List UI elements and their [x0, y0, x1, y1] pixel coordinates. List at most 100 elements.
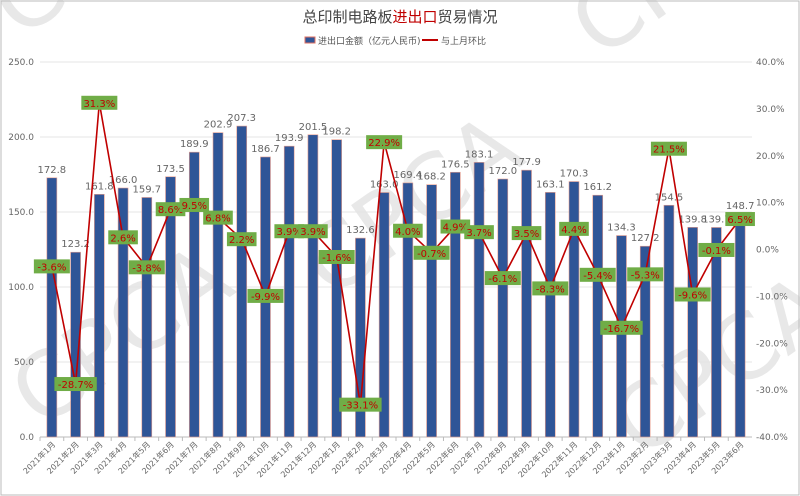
bar-value-label: 168.2: [417, 172, 446, 183]
right-tick-label: 10.0%: [756, 199, 785, 209]
mom-label-bg: [81, 95, 118, 110]
mom-label: -33.1%: [343, 401, 378, 412]
watermark: CPCA: [0, 0, 230, 58]
bar-value-label: 198.2: [322, 127, 351, 138]
mom-label: 2.2%: [229, 235, 254, 246]
mom-label-bg: [54, 377, 97, 392]
mom-label-bg: [511, 226, 542, 241]
bar: [236, 125, 248, 438]
bar-value-label: 177.9: [512, 157, 541, 168]
mom-label: 3.9%: [300, 227, 325, 238]
mom-label-bg: [698, 242, 735, 257]
mom-label: 4.9%: [443, 223, 468, 234]
left-tick-label: 250.0: [8, 58, 34, 68]
bar: [117, 187, 129, 438]
bar-value-label: 154.5: [655, 192, 684, 203]
mom-label-bg: [108, 230, 138, 245]
bar: [521, 169, 532, 438]
right-tick-label: -20.0%: [756, 339, 788, 349]
bar-value-label: 161.2: [583, 182, 612, 193]
mom-label-bg: [203, 210, 233, 225]
bar: [687, 227, 698, 438]
legend-bar-label: 进出口金额（亿元人民币): [318, 35, 421, 47]
mom-label-bg: [179, 197, 210, 212]
mom-label: 6.8%: [205, 214, 230, 225]
bar: [473, 162, 485, 438]
mom-label-bg: [725, 212, 755, 227]
right-tick-label: -10.0%: [756, 292, 788, 302]
mom-label: 21.5%: [653, 145, 685, 156]
bar: [616, 235, 627, 438]
bar: [497, 178, 509, 438]
mom-label: -3.6%: [37, 262, 66, 273]
mom-label-bg: [33, 259, 70, 274]
bar-value-label: 161.8: [85, 181, 114, 192]
right-tick-label: -30.0%: [756, 386, 788, 396]
bar: [165, 176, 176, 438]
mom-label: 6.5%: [727, 215, 752, 226]
left-tick-label: 200.0: [8, 133, 34, 143]
bar-value-label: 172.8: [38, 165, 67, 176]
bar: [734, 213, 746, 438]
bar-value-label: 183.1: [465, 149, 494, 160]
bar: [355, 237, 366, 438]
bar: [592, 194, 604, 438]
mom-label-bg: [274, 224, 304, 239]
mom-label-bg: [247, 288, 284, 303]
bar: [711, 227, 722, 438]
bar: [639, 245, 651, 438]
bar-value-label: 148.7: [726, 201, 755, 212]
right-tick-label: -40.0%: [756, 433, 788, 443]
bar-value-label: 163.0: [370, 180, 399, 191]
bar-value-label: 172.0: [488, 166, 517, 177]
bar-value-label: 207.3: [227, 113, 256, 124]
bar: [94, 194, 105, 438]
mom-label: -9.6%: [678, 291, 707, 302]
bar: [141, 197, 153, 438]
mom-label-bg: [226, 232, 257, 247]
right-tick-label: 20.0%: [756, 152, 785, 162]
bar: [212, 132, 224, 438]
bar-value-label: 159.7: [132, 184, 161, 195]
right-tick-label: 30.0%: [756, 105, 785, 115]
legend-line-label: 与上月环比: [441, 35, 486, 47]
mom-label-bg: [339, 397, 382, 412]
mom-label-bg: [413, 245, 450, 260]
mom-label-bg: [674, 287, 711, 302]
bar-value-label: 169.4: [394, 170, 423, 181]
bar: [663, 204, 675, 438]
bar-value-label: 166.0: [109, 175, 138, 186]
mom-label: 9.5%: [182, 201, 207, 212]
left-tick-label: 100.0: [8, 283, 34, 293]
bar-value-label: 176.5: [441, 159, 470, 170]
bar-value-label: 127.2: [631, 233, 660, 244]
mom-label: 3.7%: [466, 228, 491, 239]
mom-label-bg: [559, 221, 589, 236]
mom-label: -5.3%: [631, 270, 660, 281]
right-tick-label: 40.0%: [756, 58, 785, 68]
bar: [70, 251, 81, 438]
bar: [283, 145, 295, 438]
left-tick-label: 150.0: [8, 208, 34, 218]
mom-label: -1.6%: [322, 253, 351, 264]
mom-label: 4.4%: [561, 225, 586, 236]
mom-label-bg: [366, 135, 403, 150]
mom-line: [51, 102, 741, 405]
bar-value-label: 134.3: [607, 223, 636, 234]
right-tick-label: 0.0%: [756, 246, 779, 256]
mom-label-bg: [298, 224, 328, 239]
mom-label: 4.0%: [395, 227, 420, 238]
mom-label-bg: [532, 281, 569, 296]
mom-label: -5.4%: [583, 271, 612, 282]
mom-label: 3.5%: [514, 229, 539, 240]
mom-label-bg: [128, 260, 165, 275]
mom-label: -3.8%: [132, 263, 161, 274]
mom-label-bg: [579, 267, 616, 282]
bar-value-label: 193.9: [275, 133, 304, 144]
mom-label-bg: [627, 267, 664, 282]
mom-label: -0.1%: [702, 246, 731, 257]
bar: [402, 182, 414, 438]
